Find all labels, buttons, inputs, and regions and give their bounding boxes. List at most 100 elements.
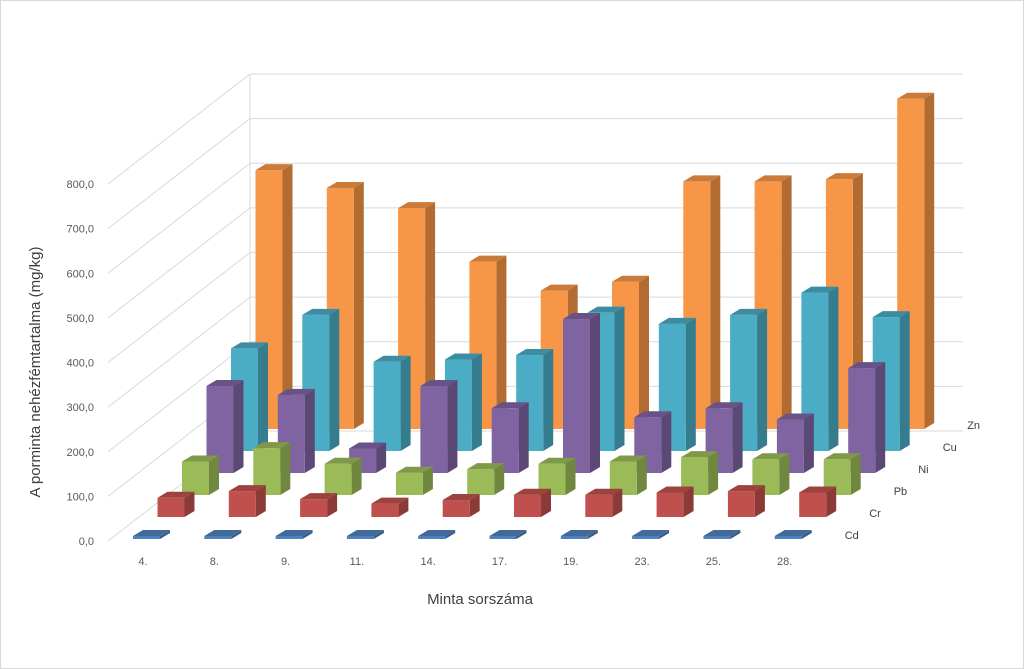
- side-gridline: [107, 296, 251, 408]
- bar-top: [395, 466, 433, 473]
- bar-cd-4: [133, 530, 170, 539]
- bar-top: [774, 530, 812, 536]
- bar-cd-8: [204, 530, 242, 539]
- bar-top: [872, 311, 910, 318]
- series-label-zn: Zn: [967, 420, 980, 432]
- bar-top: [157, 491, 195, 498]
- bar-side: [351, 457, 362, 495]
- bar-front: [420, 385, 448, 473]
- bar-pb-11: [395, 466, 433, 495]
- bar-top: [705, 402, 743, 409]
- bar-side: [781, 175, 792, 429]
- bar-side: [302, 530, 313, 539]
- bar-side: [612, 488, 623, 517]
- bar-front: [774, 536, 802, 539]
- bar-cd-28: [774, 530, 812, 539]
- bar-side: [924, 92, 935, 430]
- bar-side: [659, 530, 670, 539]
- bar-top: [632, 530, 670, 536]
- bar-side: [258, 342, 268, 451]
- bar-side: [875, 362, 886, 473]
- bar-top: [681, 451, 719, 458]
- bar-side: [373, 530, 384, 539]
- side-gridline: [107, 118, 251, 230]
- bar-ni-19: [634, 411, 672, 473]
- bar-side: [899, 311, 910, 451]
- bar-top: [277, 388, 315, 395]
- bar-pb-14: [467, 463, 505, 495]
- bar-side: [730, 530, 741, 539]
- y-axis-ticks: 0,0 100,0 200,0 300,0 400,0 500,0 600,0 700,0 80…: [66, 179, 94, 548]
- bar-side: [639, 275, 649, 429]
- bar-top: [776, 413, 814, 420]
- bar-ni-9: [349, 442, 387, 473]
- y-tick-label: 100,0: [66, 491, 94, 503]
- y-tick-label: 400,0: [66, 358, 94, 370]
- bar-front: [491, 408, 519, 473]
- bar-top: [255, 164, 293, 171]
- bar-top: [563, 313, 600, 320]
- bar-front: [467, 469, 495, 495]
- bar-cr-19: [585, 488, 623, 517]
- bar-pb-4: [182, 455, 219, 495]
- bar-side: [425, 202, 436, 429]
- bar-top: [349, 442, 387, 449]
- bar-top: [587, 306, 625, 313]
- bar-front: [560, 536, 588, 539]
- bar-side: [661, 411, 672, 473]
- bar-front: [703, 536, 731, 539]
- side-gridline: [107, 341, 251, 453]
- bar-top: [469, 255, 507, 262]
- x-tick-label: 28.: [777, 556, 792, 568]
- bar-side: [587, 530, 598, 539]
- bar-side: [543, 349, 554, 451]
- bar-side: [516, 530, 527, 539]
- bar-ni-28: [848, 362, 886, 473]
- bar-side: [398, 497, 409, 517]
- bar-top: [825, 173, 863, 180]
- bar-side: [231, 530, 242, 539]
- bar-top: [823, 453, 861, 460]
- x-tick-label: 4.: [138, 556, 147, 568]
- bar-front: [489, 536, 517, 539]
- x-tick-label: 23.: [634, 556, 649, 568]
- bar-top: [585, 488, 623, 495]
- bar-cr-11: [371, 497, 409, 517]
- bar-side: [803, 413, 814, 473]
- bar-front: [157, 497, 185, 517]
- bar-side: [541, 488, 551, 517]
- side-gridline: [107, 207, 251, 319]
- bar-top: [231, 342, 268, 349]
- series-labels: Zn Cu Ni Pb Cr Cd: [845, 420, 980, 542]
- bar-side: [209, 455, 219, 495]
- bar-side: [304, 388, 315, 473]
- x-tick-label: 9.: [281, 556, 290, 568]
- bar-front: [799, 492, 827, 517]
- y-tick-label: 800,0: [66, 179, 94, 191]
- bar-front: [204, 536, 232, 539]
- y-tick-label: 700,0: [66, 224, 94, 236]
- bar-cr-14: [442, 494, 480, 517]
- bar-side: [329, 308, 340, 451]
- bar-front: [632, 536, 660, 539]
- bar-top: [897, 92, 935, 99]
- bar-ni-14: [491, 402, 529, 473]
- bar-top: [346, 530, 384, 536]
- bar-side: [233, 379, 244, 473]
- bar-ni-11: [420, 379, 458, 473]
- bar-cr-17: [514, 488, 551, 517]
- bar-side: [590, 313, 600, 473]
- bar-cd-11: [346, 530, 384, 539]
- bar-top: [801, 286, 839, 293]
- bar-side: [445, 530, 456, 539]
- bar-side: [494, 463, 505, 495]
- bar-front: [373, 361, 401, 451]
- bar-front: [395, 472, 423, 495]
- bar-side: [801, 530, 812, 539]
- bar-top: [182, 455, 219, 462]
- bar-pb-9: [324, 457, 362, 495]
- bar-top: [703, 530, 741, 536]
- bar-side: [614, 306, 625, 451]
- bar-side: [327, 493, 338, 517]
